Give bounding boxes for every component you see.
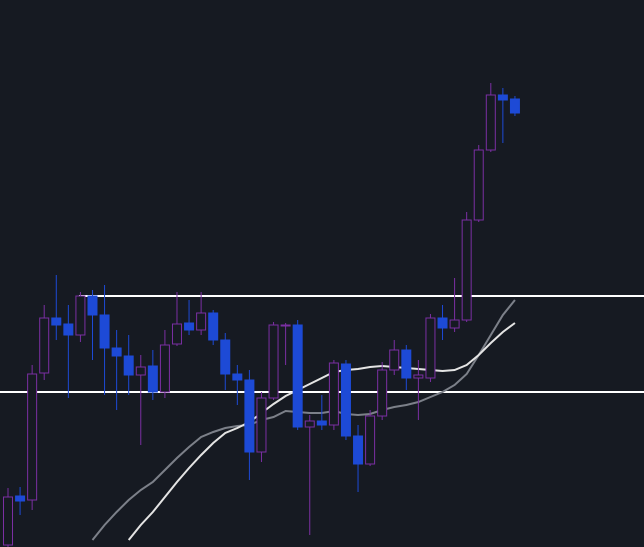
candle-body bbox=[3, 496, 13, 546]
candle-body bbox=[340, 363, 351, 437]
candle-body bbox=[135, 366, 146, 376]
candle-body bbox=[147, 365, 158, 393]
candle-body bbox=[365, 415, 376, 465]
candle-body bbox=[15, 495, 26, 502]
candle-body bbox=[184, 322, 195, 331]
moving-average-line bbox=[91, 299, 516, 541]
candle-body bbox=[99, 314, 110, 349]
candle-body bbox=[389, 349, 400, 371]
candle-body bbox=[63, 323, 74, 336]
moving-average-line bbox=[127, 322, 516, 541]
candle-body bbox=[316, 420, 327, 426]
candle-body bbox=[304, 420, 315, 428]
candle-body bbox=[401, 349, 412, 379]
candle-body bbox=[51, 317, 62, 326]
candle-body bbox=[509, 98, 520, 114]
candle-body bbox=[208, 312, 219, 341]
candle-body bbox=[280, 324, 291, 327]
candle-body bbox=[27, 373, 38, 501]
candle-body bbox=[87, 295, 98, 316]
candle-body bbox=[485, 94, 496, 151]
candle-body bbox=[425, 317, 436, 379]
candle-body bbox=[268, 324, 279, 399]
candle-body bbox=[449, 319, 460, 329]
candle-body bbox=[461, 219, 472, 321]
candle-body bbox=[196, 312, 207, 331]
candle-body bbox=[377, 369, 388, 417]
candle-body bbox=[159, 344, 170, 393]
candle-body bbox=[256, 397, 267, 453]
candle-body bbox=[292, 324, 303, 428]
candle-body bbox=[497, 94, 508, 101]
candle-body bbox=[244, 379, 255, 453]
candle-body bbox=[232, 373, 243, 381]
candle-body bbox=[123, 355, 134, 376]
candle-body bbox=[413, 374, 424, 379]
candle-body bbox=[111, 347, 122, 357]
candle-body bbox=[75, 295, 86, 336]
candle-body bbox=[39, 317, 50, 374]
candle-body bbox=[473, 149, 484, 221]
candle-body bbox=[171, 323, 182, 345]
candle-body bbox=[328, 362, 339, 426]
candle-body bbox=[353, 435, 364, 465]
candle-body bbox=[437, 317, 448, 329]
candle-body bbox=[220, 339, 231, 375]
